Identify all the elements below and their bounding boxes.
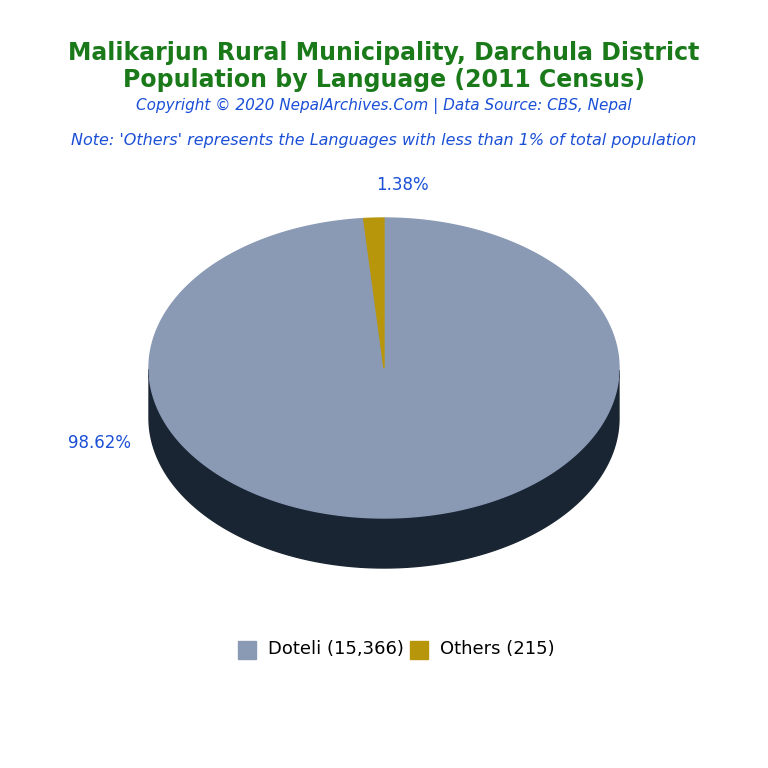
Polygon shape	[149, 369, 619, 568]
Text: Others (215): Others (215)	[440, 640, 554, 658]
Text: 98.62%: 98.62%	[68, 434, 131, 452]
Text: Population by Language (2011 Census): Population by Language (2011 Census)	[123, 68, 645, 92]
Polygon shape	[149, 218, 619, 518]
Bar	[238, 641, 256, 659]
Bar	[410, 641, 429, 659]
Text: Note: 'Others' represents the Languages with less than 1% of total population: Note: 'Others' represents the Languages …	[71, 133, 697, 147]
Text: Copyright © 2020 NepalArchives.Com | Data Source: CBS, Nepal: Copyright © 2020 NepalArchives.Com | Dat…	[136, 98, 632, 114]
Text: Doteli (15,366): Doteli (15,366)	[268, 640, 404, 658]
Polygon shape	[364, 218, 384, 368]
Text: 1.38%: 1.38%	[376, 176, 429, 194]
Text: Malikarjun Rural Municipality, Darchula District: Malikarjun Rural Municipality, Darchula …	[68, 41, 700, 65]
